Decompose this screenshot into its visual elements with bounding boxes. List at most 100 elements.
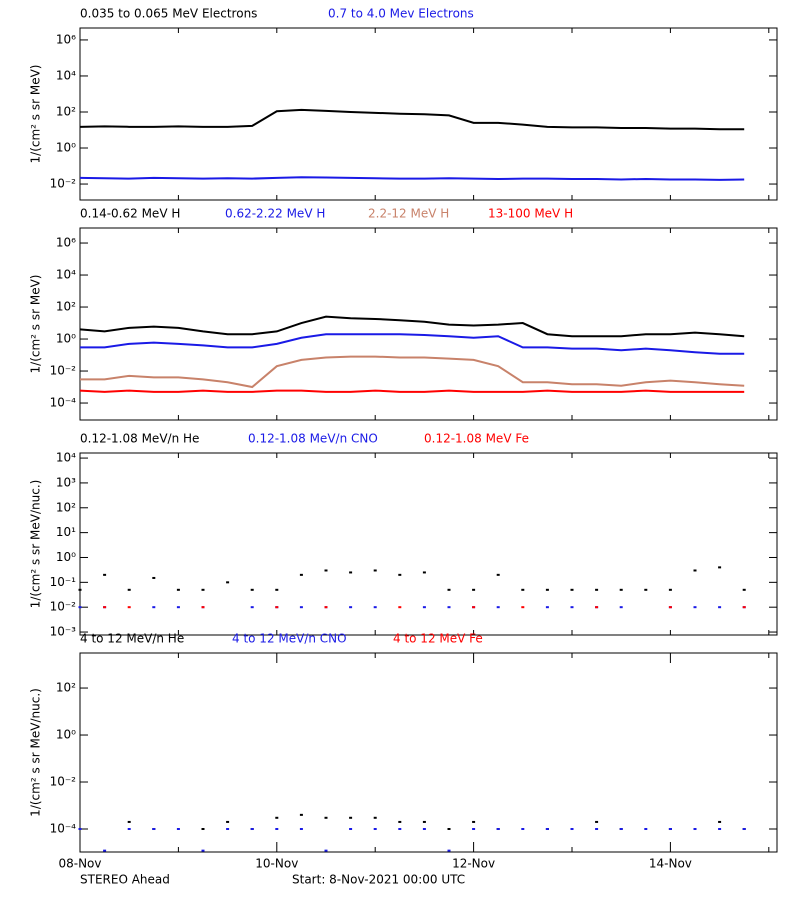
data-point [78,828,82,831]
data-point [447,588,451,591]
y-tick-label: 10⁻² [50,364,77,378]
y-tick-label: 10² [56,500,76,514]
y-tick-label: 10⁶ [56,236,76,250]
y-tick-label: 10⁰ [56,141,76,155]
data-point [349,816,353,819]
data-point [619,606,623,609]
data-point [693,828,697,831]
data-point [718,566,722,569]
legend-entry: 4 to 12 MeV/n He [80,632,184,646]
y-tick-label: 10⁻² [50,775,77,789]
data-point [718,820,722,823]
data-point [422,820,426,823]
data-point [398,820,402,823]
data-point [324,606,328,609]
data-point [668,588,672,591]
data-point [422,606,426,609]
plot-frame [79,452,778,636]
data-point [176,828,180,831]
data-point [545,828,549,831]
data-point [496,573,500,576]
plot-frame [79,652,778,853]
series-line [79,389,745,393]
plot-frame [79,227,778,421]
data-point [644,588,648,591]
data-point [127,828,131,831]
data-point [250,828,254,831]
data-point [447,828,451,831]
y-axis-label: 1/(cm² s sr MeV/nuc.) [29,480,43,609]
y-tick-label: 10² [56,300,76,314]
data-point [152,576,156,579]
data-point [176,588,180,591]
data-point [422,571,426,574]
x-tick-label: 12-Nov [452,857,495,871]
data-point [619,588,623,591]
data-point [595,588,599,591]
y-tick-label: 10⁻² [50,177,77,191]
data-point [398,828,402,831]
data-point [398,606,402,609]
data-point [201,606,205,609]
y-axis-label: 1/(cm² s sr MeV/nuc.) [29,688,43,817]
legend-entry: 0.12-1.08 MeV/n He [80,432,199,446]
footer-left: STEREO Ahead [80,873,170,887]
x-tick-label: 08-Nov [58,857,101,871]
y-tick-label: 10⁰ [56,332,76,346]
legend-entry: 4 to 12 MeV/n CNO [232,632,347,646]
y-tick-label: 10⁴ [56,68,76,82]
y-tick-label: 10³ [56,475,76,489]
legend-entry: 0.035 to 0.065 MeV Electrons [80,7,257,21]
series-line [79,315,745,338]
data-point [619,828,623,831]
data-point [201,828,205,831]
data-point [324,849,328,852]
data-point [570,606,574,609]
data-point [668,828,672,831]
legend-entry: 13-100 MeV H [488,207,573,221]
y-tick-label: 10⁻² [50,600,77,614]
plot-frame [79,27,778,201]
y-tick-label: 10⁶ [56,32,76,46]
y-tick-label: 10⁻¹ [50,575,77,589]
y-tick-label: 10⁴ [56,451,76,465]
y-tick-label: 10⁻⁴ [50,822,77,836]
y-tick-label: 10⁰ [56,728,76,742]
data-point [447,606,451,609]
data-point [472,820,476,823]
data-point [595,820,599,823]
data-point [373,816,377,819]
data-point [447,849,451,852]
series-line [80,333,745,355]
data-point [742,828,746,831]
series-line [79,176,745,181]
data-point [545,606,549,609]
data-point [127,588,131,591]
legend-entry: 0.62-2.22 MeV H [225,207,325,221]
data-point [324,569,328,572]
data-point [422,828,426,831]
data-point [226,828,230,831]
data-point [152,828,156,831]
data-point [349,828,353,831]
data-point [250,606,254,609]
data-point [398,573,402,576]
data-point [472,606,476,609]
legend-entry: 0.14-0.62 MeV H [80,207,180,221]
data-point [103,606,107,609]
data-point [152,606,156,609]
legend-entry: 4 to 12 MeV Fe [393,632,483,646]
data-point [299,573,303,576]
data-point [226,820,230,823]
data-point [742,606,746,609]
data-point [668,606,672,609]
data-point [349,571,353,574]
data-point [275,828,279,831]
data-point [299,606,303,609]
data-point [718,828,722,831]
footer-center: Start: 8-Nov-2021 00:00 UTC [292,873,465,887]
data-point [275,588,279,591]
data-point [103,573,107,576]
x-tick-label: 10-Nov [255,857,298,871]
